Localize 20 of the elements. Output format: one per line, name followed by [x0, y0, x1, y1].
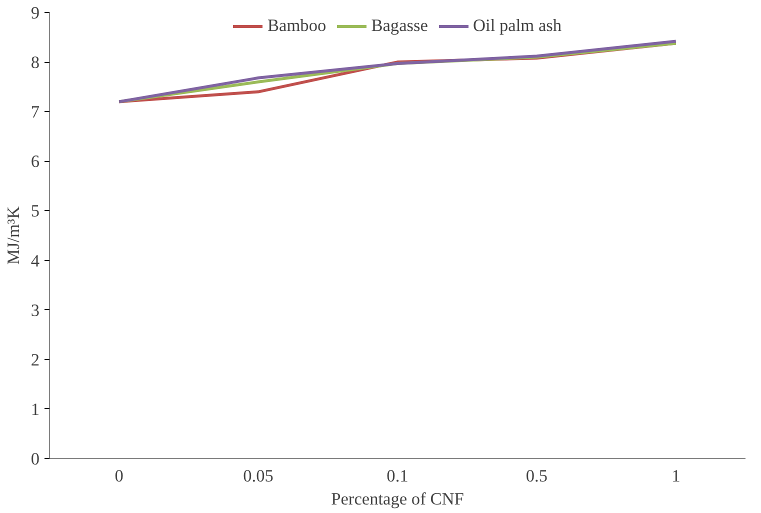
y-axis-title: MJ/m³K: [4, 206, 23, 265]
legend-label: Oil palm ash: [472, 16, 562, 36]
y-tick-label: 4: [30, 251, 40, 270]
x-tick-label: 0.5: [526, 466, 548, 486]
y-tick-label: 1: [30, 400, 40, 419]
y-tick-label: 6: [30, 152, 40, 172]
y-tick-label: 3: [30, 300, 40, 320]
x-tick-label: 0.1: [386, 466, 408, 486]
legend-label: Bamboo: [267, 16, 326, 36]
x-tick-label: 0: [114, 466, 124, 486]
y-tick-label: 5: [30, 202, 40, 221]
y-tick-label: 9: [30, 4, 40, 22]
y-tick-label: 8: [30, 53, 40, 72]
y-tick-label: 2: [30, 350, 40, 370]
x-axis-title: Percentage of CNF: [331, 490, 464, 508]
x-tick-label: 1: [672, 466, 680, 486]
legend-label: Bagasse: [371, 16, 428, 36]
y-tick-label: 0: [30, 450, 40, 468]
y-tick-label: 7: [30, 102, 40, 122]
x-tick-label: 0.05: [243, 466, 274, 486]
